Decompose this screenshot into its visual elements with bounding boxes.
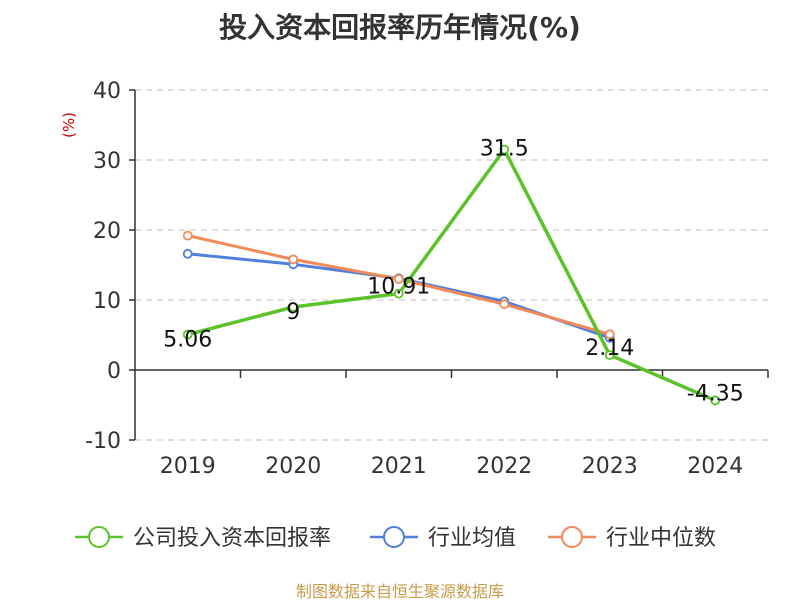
y-tick-label: 10 bbox=[93, 289, 121, 314]
data-label: 5.06 bbox=[163, 328, 212, 353]
data-point bbox=[710, 395, 721, 406]
data-label: 31.5 bbox=[480, 137, 529, 162]
legend-marker bbox=[383, 526, 405, 548]
y-tick-label: -10 bbox=[85, 429, 121, 454]
data-point bbox=[499, 299, 510, 310]
legend-item: 公司投入资本回报率 bbox=[75, 526, 331, 551]
legend-item: 行业均值 bbox=[370, 526, 516, 551]
legend-label: 行业中位数 bbox=[606, 526, 716, 551]
series-lines: 5.06 9 10.91 31.5 2.14 -4.35 bbox=[163, 137, 743, 407]
data-point bbox=[182, 248, 193, 259]
legend-marker bbox=[561, 526, 583, 548]
x-tick-label: 2022 bbox=[476, 454, 532, 479]
data-point bbox=[604, 350, 615, 360]
legend-label: 公司投入资本回报率 bbox=[133, 526, 331, 551]
legend: 公司投入资本回报率 行业均值 行业中位数 bbox=[75, 526, 716, 551]
y-tick-label: 0 bbox=[107, 359, 121, 384]
data-label: 10.91 bbox=[367, 275, 430, 300]
data-point bbox=[182, 230, 193, 241]
data-point bbox=[499, 144, 510, 155]
y-tick-label: 30 bbox=[93, 149, 121, 174]
legend-item: 行业中位数 bbox=[548, 526, 716, 551]
data-label: 9 bbox=[286, 300, 300, 325]
data-point bbox=[393, 288, 404, 299]
x-tick-label: 2020 bbox=[265, 454, 321, 479]
series-line bbox=[187, 147, 716, 403]
data-source-note: 制图数据来自恒生聚源数据库 bbox=[295, 582, 504, 601]
x-tick-label: 2024 bbox=[687, 454, 743, 479]
data-point bbox=[182, 329, 193, 340]
data-point bbox=[393, 274, 404, 284]
x-tick-label: 2019 bbox=[160, 454, 216, 479]
y-axis-label: (%) bbox=[60, 112, 78, 138]
x-tick-label: 2021 bbox=[371, 454, 427, 479]
data-point bbox=[288, 302, 299, 312]
series-0 bbox=[182, 144, 721, 406]
x-tick-label: 2023 bbox=[582, 454, 638, 479]
chart-title: 投入资本回报率历年情况(%) bbox=[219, 11, 581, 44]
data-label: -4.35 bbox=[687, 381, 744, 406]
data-point bbox=[288, 254, 299, 265]
y-tick-label: 40 bbox=[93, 79, 121, 104]
axes: 40 30 20 10 0 -10 2019 2020 2021 2022 2023 2024 bbox=[85, 79, 769, 479]
series-2 bbox=[182, 230, 615, 340]
data-label: 2.14 bbox=[585, 336, 634, 361]
data-point bbox=[604, 329, 615, 340]
grid-lines bbox=[135, 89, 768, 441]
legend-marker bbox=[88, 526, 110, 548]
legend-label: 行业均值 bbox=[428, 526, 516, 551]
y-tick-label: 20 bbox=[93, 219, 121, 244]
